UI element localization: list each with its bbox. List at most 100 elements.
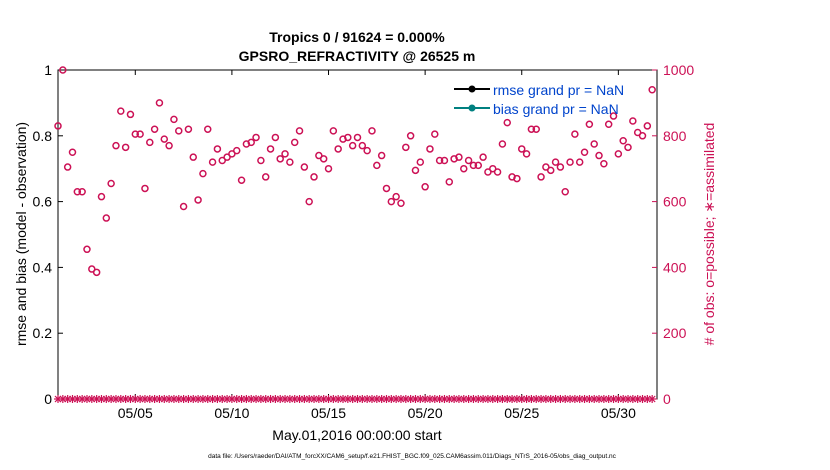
obs-possible-point (97, 192, 106, 201)
obs-possible-point (445, 178, 454, 186)
obs-possible-point (112, 141, 120, 150)
obs-possible-point (648, 85, 656, 94)
obs-possible-point (247, 138, 255, 147)
obs-possible-point (257, 156, 265, 165)
obs-possible-point (121, 143, 130, 152)
obs-possible-point (440, 156, 449, 165)
y-left-tick-label: 1 (44, 62, 52, 78)
y-right-tick-label: 600 (663, 194, 687, 210)
obs-possible-point (609, 112, 618, 120)
obs-possible-point (527, 125, 536, 133)
obs-possible-point (184, 125, 193, 133)
obs-possible-point (319, 155, 328, 163)
y-axis-right: 0 200 400 600 800 1000 (652, 62, 694, 407)
x-tick-label: 05/25 (504, 405, 539, 421)
y-right-tick-label: 200 (663, 325, 687, 341)
obs-possible-point (604, 120, 613, 129)
obs-possible-point (469, 161, 478, 170)
x-axis: 05/05 05/10 05/15 05/20 05/25 05/30 (118, 70, 636, 421)
obs-possible-point (575, 158, 584, 166)
obs-possible-point (141, 184, 149, 193)
obs-possible-point (411, 166, 420, 175)
obs-possible-point (54, 122, 62, 130)
y-left-tick-label: 0.2 (33, 325, 53, 341)
obs-possible-point (107, 179, 115, 188)
obs-possible-point (479, 153, 487, 161)
x-tick-label: 05/20 (408, 405, 443, 421)
x-tick-label: 05/10 (214, 405, 249, 421)
obs-possible-point (571, 130, 579, 138)
y-right-tick-label: 1000 (663, 62, 694, 78)
obs-possible-point (117, 107, 125, 115)
obs-possible-point (88, 265, 96, 273)
obs-possible-point (175, 127, 183, 135)
obs-possible-point (624, 143, 632, 152)
obs-possible-point (155, 99, 164, 107)
obs-possible-point (295, 127, 304, 135)
obs-possible-point (324, 164, 333, 173)
obs-possible-point (513, 174, 521, 183)
obs-possible-point (213, 145, 222, 153)
y-right-tick-label: 800 (663, 128, 687, 144)
obs-possible-point (286, 158, 294, 166)
series-obs-possible (54, 66, 656, 277)
obs-possible-point (102, 214, 111, 222)
obs-possible-point (493, 168, 502, 176)
y-right-tick-label: 400 (663, 259, 687, 275)
obs-possible-point (83, 245, 91, 254)
obs-possible-point (266, 145, 275, 153)
obs-possible-point (315, 151, 323, 160)
legend-rmse-marker (468, 85, 476, 93)
data-file-footer: data file: /Users/raeder/DAI/ATM_forcXX/… (208, 453, 617, 460)
obs-possible-point (232, 146, 241, 155)
obs-possible-point (585, 120, 594, 129)
obs-possible-point (542, 163, 550, 171)
legend-bias-label: bias grand pr = NaN (493, 101, 619, 117)
series-obs-assimilated (54, 395, 657, 403)
obs-possible-point (204, 125, 212, 133)
obs-possible-point (252, 133, 260, 142)
obs-possible-point (629, 117, 637, 125)
obs-possible-point (489, 164, 497, 173)
obs-possible-point (368, 127, 376, 135)
obs-possible-point (261, 173, 270, 181)
obs-possible-point (498, 140, 507, 148)
obs-possible-point (208, 158, 217, 166)
obs-possible-point (353, 133, 362, 142)
obs-possible-point (92, 268, 101, 277)
plot-area-frame (57, 69, 658, 400)
obs-possible-point (406, 132, 415, 140)
obs-possible-point (474, 161, 483, 170)
obs-possible-point (126, 110, 135, 119)
obs-possible-point (600, 160, 608, 168)
obs-possible-point (435, 156, 444, 165)
obs-possible-point (517, 145, 526, 153)
obs-possible-point (223, 153, 231, 161)
obs-possible-point (310, 173, 318, 181)
y-axis-left: 0 0.2 0.4 0.6 0.8 1 (33, 62, 63, 407)
obs-possible-point (160, 135, 169, 143)
legend-bias-marker (468, 104, 476, 112)
chart-title-line1: Tropics 0 / 91624 = 0.000% (269, 29, 445, 45)
obs-possible-point (334, 145, 342, 153)
obs-possible-point (377, 151, 386, 160)
obs-possible-point (165, 141, 173, 150)
obs-possible-point (416, 158, 425, 166)
obs-possible-point (397, 199, 405, 207)
obs-possible-point (387, 197, 396, 206)
obs-possible-point (194, 196, 202, 204)
y-right-tick-label: 0 (663, 391, 671, 407)
obs-possible-point (150, 125, 159, 133)
obs-assimilated-point (648, 395, 657, 403)
obs-possible-point (170, 115, 178, 124)
obs-possible-point (189, 153, 198, 161)
obs-possible-point (580, 148, 589, 156)
obs-possible-point (382, 184, 391, 193)
obs-possible-point (146, 138, 154, 147)
obs-possible-point (402, 143, 410, 152)
obs-possible-point (431, 130, 439, 138)
obs-possible-point (633, 128, 642, 137)
obs-possible-point (136, 130, 144, 138)
obs-possible-point (276, 155, 284, 163)
y-axis-right-label: # of obs: o=possible; ∗=assimilated (701, 123, 717, 346)
